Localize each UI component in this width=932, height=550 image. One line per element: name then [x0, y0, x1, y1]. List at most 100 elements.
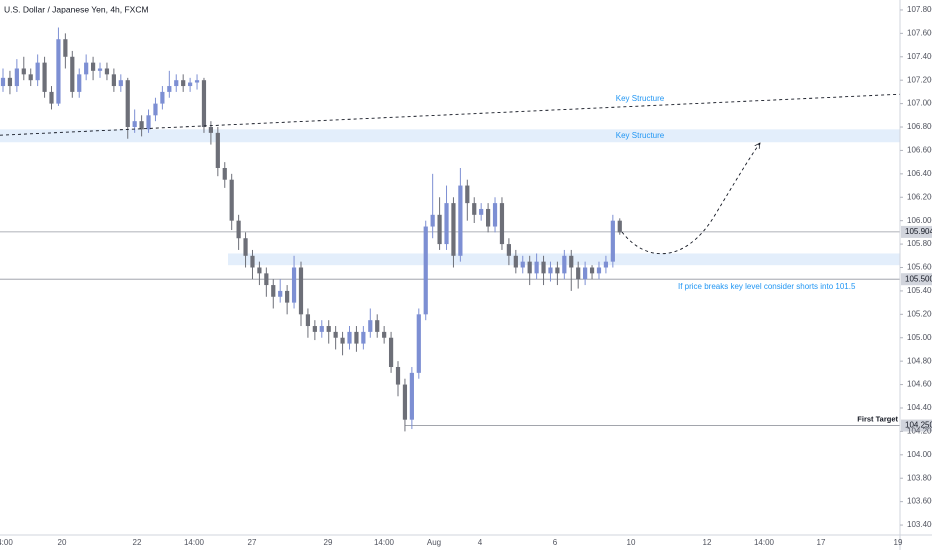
candle-body	[534, 261, 539, 274]
x-tick-label: 14:00	[184, 538, 205, 547]
candle-body	[271, 285, 276, 297]
candle-body	[423, 226, 428, 315]
x-tick-label: 6	[553, 538, 558, 547]
candle-body	[229, 179, 234, 221]
candle-body	[111, 74, 116, 87]
candle-body	[90, 62, 96, 71]
price-label: 104.250	[905, 421, 932, 430]
candle-body	[555, 267, 560, 274]
candle-body	[596, 267, 602, 274]
x-tick-label: 14:00	[374, 538, 395, 547]
candle-body	[63, 39, 68, 57]
y-tick-label: 105.600	[907, 263, 932, 272]
candle-body	[430, 214, 435, 227]
candle-body	[14, 68, 19, 87]
candle-body	[160, 91, 165, 104]
y-tick-label: 106.800	[907, 122, 932, 131]
candle-body	[174, 80, 179, 87]
key-zone	[0, 129, 900, 143]
candle-body	[472, 203, 477, 215]
candle-body	[603, 261, 609, 268]
candle-body	[395, 367, 401, 385]
x-tick-label: 22	[133, 538, 142, 547]
price-label-box	[901, 419, 932, 432]
candle-body	[28, 74, 33, 81]
candle-body	[562, 255, 567, 274]
price-label-box	[901, 273, 932, 286]
candle-body	[368, 320, 373, 332]
y-tick-label: 104.400	[907, 403, 932, 412]
y-tick-label: 103.800	[907, 473, 932, 482]
candle-body	[340, 337, 345, 344]
candle-body	[104, 68, 110, 75]
candle-body	[375, 320, 380, 332]
x-tick-label: 27	[248, 538, 257, 547]
candle-body	[125, 80, 130, 128]
x-tick-label: 14:00	[754, 538, 775, 547]
candle-body	[118, 80, 123, 87]
candle-body	[409, 372, 414, 420]
x-tick-label: 17	[817, 538, 826, 547]
y-tick-label: 103.400	[907, 520, 932, 529]
x-tick-label: 29	[324, 538, 333, 547]
candle-body	[361, 331, 366, 344]
x-tick-label: 20	[58, 538, 67, 547]
candle-body	[583, 267, 588, 280]
x-tick-label: 4:00	[0, 538, 13, 547]
candle-body	[402, 384, 408, 420]
y-tick-label: 105.200	[907, 309, 932, 318]
price-label: 105.904	[905, 227, 932, 236]
candle-body	[49, 91, 54, 104]
y-tick-label: 104.000	[907, 450, 932, 459]
y-tick-label: 107.600	[907, 28, 932, 37]
candle-body	[437, 214, 442, 245]
price-label: 105.500	[905, 274, 932, 283]
candle-body	[291, 267, 297, 303]
candle-body	[7, 77, 13, 87]
candle-body	[347, 331, 352, 344]
candle-body	[21, 68, 26, 75]
candle-body	[499, 203, 505, 245]
candle-body	[492, 203, 498, 227]
x-tick-label: Aug	[427, 538, 441, 547]
y-tick-label: 106.200	[907, 192, 932, 201]
candle-body	[312, 326, 317, 332]
price-label-box	[901, 225, 932, 238]
candle-body	[388, 337, 394, 368]
y-tick-label: 106.000	[907, 216, 932, 225]
candle-body	[458, 185, 463, 256]
candle-body	[56, 39, 61, 104]
candle-body	[208, 127, 213, 133]
candle-body	[257, 267, 262, 274]
y-tick-label: 104.800	[907, 356, 932, 365]
y-tick-label: 104.200	[907, 427, 932, 436]
candle-body	[319, 326, 324, 332]
candle-body	[479, 208, 484, 215]
candle-body	[201, 80, 207, 128]
x-tick-label: 4	[478, 538, 483, 547]
candle-body	[444, 203, 449, 245]
candle-body	[576, 267, 581, 280]
candle-body	[222, 167, 227, 180]
candle-body	[236, 220, 241, 239]
candle-body	[486, 208, 491, 227]
y-tick-label: 105.800	[907, 239, 932, 248]
candle-body	[167, 86, 172, 92]
candle-body	[153, 103, 158, 116]
y-tick-label: 105.400	[907, 286, 932, 295]
candle-body	[84, 62, 89, 75]
candle-body	[354, 331, 359, 344]
overlay-layer: Key Structure Key Structure 105.904 105.500…	[0, 93, 932, 432]
y-tick-label: 103.600	[907, 497, 932, 506]
x-tick-label: 12	[703, 538, 712, 547]
candle-body	[548, 267, 553, 274]
y-tick-label: 107.400	[907, 52, 932, 61]
candle-body	[382, 331, 387, 338]
candle-body	[465, 185, 470, 204]
candle-body	[520, 261, 525, 268]
candle-body	[0, 77, 6, 87]
candle-body	[610, 220, 615, 262]
candle-body	[264, 273, 269, 286]
candle-body	[42, 62, 47, 92]
candle-body	[326, 326, 331, 332]
